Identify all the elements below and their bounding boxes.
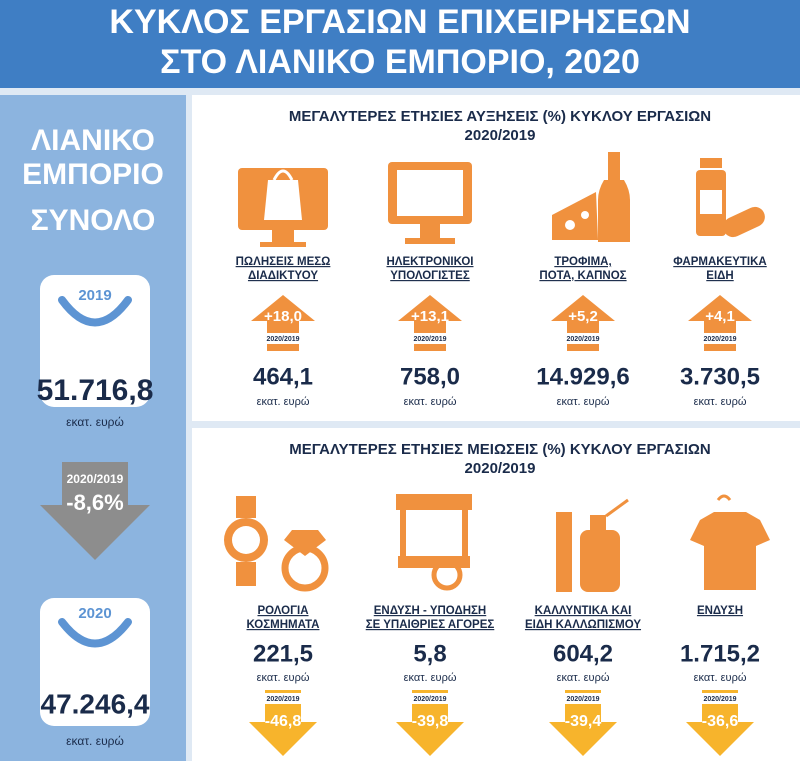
change-period: 2020/2019	[67, 472, 124, 486]
icon-online	[238, 168, 328, 247]
sidebar-title: ΛΙΑΝΙΚΟ	[31, 124, 155, 157]
item-label: ΤΡΟΦΙΜΑ,	[554, 256, 611, 268]
item-value: 221,5	[253, 640, 313, 667]
unit: εκατ. ευρώ	[557, 396, 610, 408]
unit: εκατ. ευρώ	[694, 396, 747, 408]
header-title: ΚΥΚΛΟΣ ΕΡΓΑΣΙΩΝ ΕΠΙΧΕΙΡΗΣΕΩΝ	[109, 3, 690, 41]
unit: εκατ. ευρώ	[404, 396, 457, 408]
unit: εκατ. ευρώ	[66, 415, 124, 429]
unit: εκατ. ευρώ	[694, 672, 747, 684]
change: +18,0	[264, 308, 302, 325]
down-arrow	[549, 690, 617, 756]
icon-computer	[388, 162, 472, 244]
period-box	[565, 333, 601, 344]
item-label: ΚΑΛΛΥΝΤΙΚΑ ΚΑΙ	[535, 605, 632, 617]
down-arrow	[396, 690, 464, 756]
increases-panel	[192, 95, 800, 421]
header-band	[0, 0, 800, 88]
item-label: ΕΝΔΥΣΗ - ΥΠΟΔΗΣΗ	[374, 605, 486, 617]
item-label: ΗΛΕΚΤΡΟΝΙΚΟΙ	[386, 256, 473, 268]
change: +5,2	[568, 308, 598, 325]
period-box	[565, 693, 601, 704]
year: 2020	[78, 605, 111, 622]
header-title: ΣΤΟ ΛΙΑΝΙΚΟ ΕΜΠΟΡΙΟ, 2020	[160, 43, 640, 81]
period-box	[702, 333, 738, 344]
change: +13,1	[411, 308, 449, 325]
item-label: ΚΟΣΜΗΜΑΤΑ	[247, 619, 320, 631]
item-label: ΡΟΛΟΓΙΑ	[257, 605, 308, 617]
item-value: 1.715,2	[680, 640, 760, 667]
total-value: 47.246,4	[41, 688, 150, 719]
unit: εκατ. ευρώ	[257, 672, 310, 684]
down-arrow	[249, 690, 317, 756]
item-label: ΕΙΔΗ	[706, 270, 733, 282]
period-box	[412, 333, 448, 344]
bag-handle	[58, 618, 132, 648]
icon-watch-ring	[224, 496, 329, 592]
total-value: 51.716,8	[37, 374, 154, 407]
icon-market-cart	[396, 494, 472, 591]
icon-pharmacy	[696, 158, 765, 238]
change-value: -8,6%	[66, 490, 123, 515]
change: +4,1	[705, 308, 735, 325]
period-box	[702, 693, 738, 704]
item-label: ΣΕ ΥΠΑΙΘΡΙΕΣ ΑΓΟΡΕΣ	[366, 619, 495, 631]
item-label: ΦΑΡΜΑΚΕΥΤΙΚΑ	[673, 256, 766, 268]
change: -36,6	[702, 713, 739, 730]
period: 2020/2019	[703, 696, 736, 703]
unit: εκατ. ευρώ	[257, 396, 310, 408]
period: 2020/2019	[266, 696, 299, 703]
icon-food	[552, 152, 630, 242]
period-box	[412, 693, 448, 704]
change: -39,4	[565, 713, 602, 730]
item-label: ΕΝΔΥΣΗ	[697, 605, 743, 617]
item-label: ΠΟΤΑ, ΚΑΠΝΟΣ	[539, 270, 626, 282]
icon-cosmetics	[556, 498, 629, 592]
section-period: 2020/2019	[465, 460, 536, 477]
sidebar-subtitle: ΣΥΝΟΛΟ	[31, 204, 156, 237]
item-label: ΠΩΛΗΣΕΙΣ ΜΕΣΩ	[236, 256, 331, 268]
period: 2020/2019	[566, 336, 599, 343]
period: 2020/2019	[703, 336, 736, 343]
unit: εκατ. ευρώ	[66, 734, 124, 748]
period-box	[265, 333, 301, 344]
change-arrow	[40, 462, 150, 560]
item-value: 464,1	[253, 363, 313, 390]
unit: εκατ. ευρώ	[404, 672, 457, 684]
unit: εκατ. ευρώ	[557, 672, 610, 684]
period: 2020/2019	[566, 696, 599, 703]
section-title: ΜΕΓΑΛΥΤΕΡΕΣ ΕΤΗΣΙΕΣ ΑΥΞΗΣΕΙΣ (%) ΚΥΚΛΟΥ …	[289, 108, 711, 125]
bag-handle	[58, 296, 132, 327]
item-label: ΕΙΔΗ ΚΑΛΛΩΠΙΣΜΟΥ	[525, 619, 641, 631]
year: 2019	[78, 287, 111, 304]
section-period: 2020/2019	[465, 127, 536, 144]
item-value: 758,0	[400, 363, 460, 390]
change: -39,8	[412, 713, 449, 730]
icon-clothing	[690, 494, 770, 590]
period-box	[265, 693, 301, 704]
item-value: 3.730,5	[680, 363, 760, 390]
item-label: ΥΠΟΛΟΓΙΣΤΕΣ	[390, 270, 470, 282]
period: 2020/2019	[266, 336, 299, 343]
period: 2020/2019	[413, 336, 446, 343]
item-value: 14.929,6	[536, 363, 629, 390]
down-arrow	[686, 690, 754, 756]
item-label: ΔΙΑΔΙΚΤΥΟΥ	[248, 270, 318, 282]
section-title: ΜΕΓΑΛΥΤΕΡΕΣ ΕΤΗΣΙΕΣ ΜΕΙΩΣΕΙΣ (%) ΚΥΚΛΟΥ …	[289, 441, 711, 458]
change: -46,8	[265, 713, 302, 730]
period: 2020/2019	[413, 696, 446, 703]
item-value: 604,2	[553, 640, 613, 667]
sidebar-title: ΕΜΠΟΡΙΟ	[22, 158, 164, 191]
item-value: 5,8	[413, 640, 446, 667]
